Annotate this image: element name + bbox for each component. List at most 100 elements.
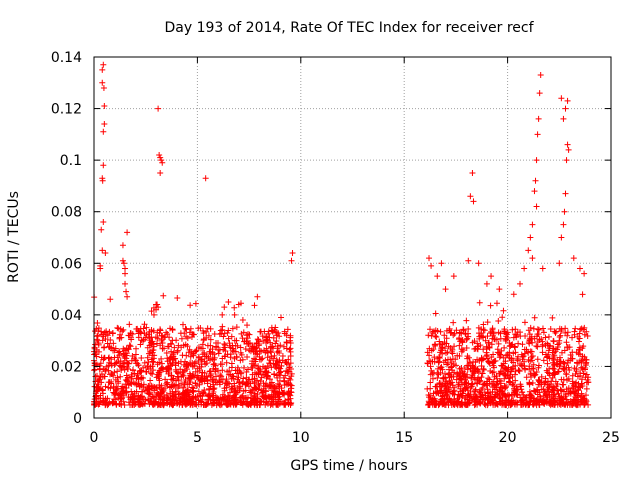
scatter-point bbox=[484, 400, 491, 407]
scatter-point bbox=[231, 304, 238, 311]
scatter-point bbox=[115, 325, 122, 332]
scatter-point bbox=[193, 374, 200, 381]
scatter-point bbox=[147, 389, 154, 396]
scatter-point bbox=[515, 340, 522, 347]
scatter-point bbox=[173, 396, 180, 403]
scatter-point bbox=[481, 401, 488, 408]
scatter-point bbox=[424, 349, 431, 356]
scatter-point bbox=[579, 365, 586, 372]
scatter-point bbox=[243, 332, 250, 339]
scatter-point bbox=[488, 341, 495, 348]
scatter-point bbox=[233, 397, 240, 404]
scatter-point bbox=[480, 366, 487, 373]
scatter-point bbox=[271, 370, 278, 377]
scatter-point bbox=[497, 384, 504, 391]
scatter-point bbox=[270, 399, 277, 406]
scatter-point bbox=[564, 332, 571, 339]
scatter-point bbox=[159, 332, 166, 339]
scatter-point bbox=[277, 342, 284, 349]
scatter-point bbox=[569, 372, 576, 379]
scatter-point bbox=[465, 398, 472, 405]
scatter-point bbox=[155, 373, 162, 380]
scatter-point bbox=[493, 391, 500, 398]
scatter-point bbox=[547, 325, 554, 332]
scatter-point bbox=[116, 334, 123, 341]
scatter-point bbox=[550, 349, 557, 356]
scatter-point bbox=[563, 157, 570, 164]
scatter-point bbox=[284, 368, 291, 375]
scatter-point bbox=[257, 328, 264, 335]
scatter-point bbox=[550, 337, 557, 344]
scatter-point bbox=[442, 286, 449, 293]
scatter-point bbox=[577, 370, 584, 377]
scatter-point bbox=[555, 390, 562, 397]
scatter-point bbox=[274, 374, 281, 381]
scatter-point bbox=[576, 330, 583, 337]
scatter-point bbox=[142, 396, 149, 403]
scatter-point bbox=[542, 334, 549, 341]
scatter-point bbox=[169, 361, 176, 368]
scatter-point bbox=[514, 399, 521, 406]
scatter-point bbox=[431, 341, 438, 348]
scatter-point bbox=[223, 380, 230, 387]
scatter-point bbox=[101, 398, 108, 405]
scatter-point bbox=[457, 385, 464, 392]
scatter-point bbox=[189, 363, 196, 370]
scatter-point bbox=[92, 341, 99, 348]
scatter-point bbox=[454, 401, 461, 408]
scatter-point bbox=[533, 343, 540, 350]
scatter-point bbox=[260, 363, 267, 370]
scatter-point bbox=[112, 376, 119, 383]
scatter-point bbox=[163, 329, 170, 336]
scatter-point bbox=[495, 392, 502, 399]
scatter-point bbox=[478, 374, 485, 381]
scatter-point bbox=[474, 346, 481, 353]
scatter-point bbox=[450, 273, 457, 280]
scatter-point bbox=[288, 257, 295, 264]
scatter-point bbox=[576, 265, 583, 272]
scatter-point bbox=[134, 381, 141, 388]
scatter-point bbox=[176, 399, 183, 406]
y-tick-label: 0.12 bbox=[51, 102, 82, 118]
scatter-point bbox=[110, 384, 117, 391]
scatter-point bbox=[196, 381, 203, 388]
scatter-point bbox=[165, 343, 172, 350]
scatter-point bbox=[138, 337, 145, 344]
scatter-point bbox=[102, 366, 109, 373]
scatter-point bbox=[245, 330, 252, 337]
scatter-point bbox=[195, 354, 202, 361]
scatter-point bbox=[160, 345, 167, 352]
scatter-point bbox=[125, 345, 132, 352]
scatter-point bbox=[523, 394, 530, 401]
scatter-point bbox=[467, 193, 474, 200]
scatter-point bbox=[157, 154, 164, 161]
scatter-point bbox=[493, 381, 500, 388]
scatter-point bbox=[152, 399, 159, 406]
scatter-point bbox=[138, 375, 145, 382]
scatter-point bbox=[584, 376, 591, 383]
scatter-point bbox=[230, 348, 237, 355]
scatter-point bbox=[530, 325, 537, 332]
scatter-point bbox=[93, 353, 100, 360]
scatter-point bbox=[144, 344, 151, 351]
scatter-point bbox=[456, 352, 463, 359]
scatter-point bbox=[205, 392, 212, 399]
scatter-point bbox=[138, 388, 145, 395]
scatter-point bbox=[119, 328, 126, 335]
scatter-point bbox=[131, 380, 138, 387]
scatter-point bbox=[481, 327, 488, 334]
scatter-point bbox=[124, 377, 131, 384]
scatter-point bbox=[251, 392, 258, 399]
scatter-point bbox=[560, 115, 567, 122]
scatter-point bbox=[94, 333, 101, 340]
scatter-point bbox=[112, 396, 119, 403]
scatter-point bbox=[487, 302, 494, 309]
scatter-point bbox=[580, 326, 587, 333]
scatter-point bbox=[459, 338, 466, 345]
scatter-point bbox=[558, 95, 565, 102]
scatter-point bbox=[122, 265, 129, 272]
scatter-point bbox=[286, 364, 293, 371]
tick-labels: 0 5 10 15 20 25 0 0.02 0.04 0.06 0.08 0.1 0.12 0.14 bbox=[51, 50, 620, 446]
scatter-point bbox=[507, 371, 514, 378]
scatter-point bbox=[187, 325, 194, 332]
